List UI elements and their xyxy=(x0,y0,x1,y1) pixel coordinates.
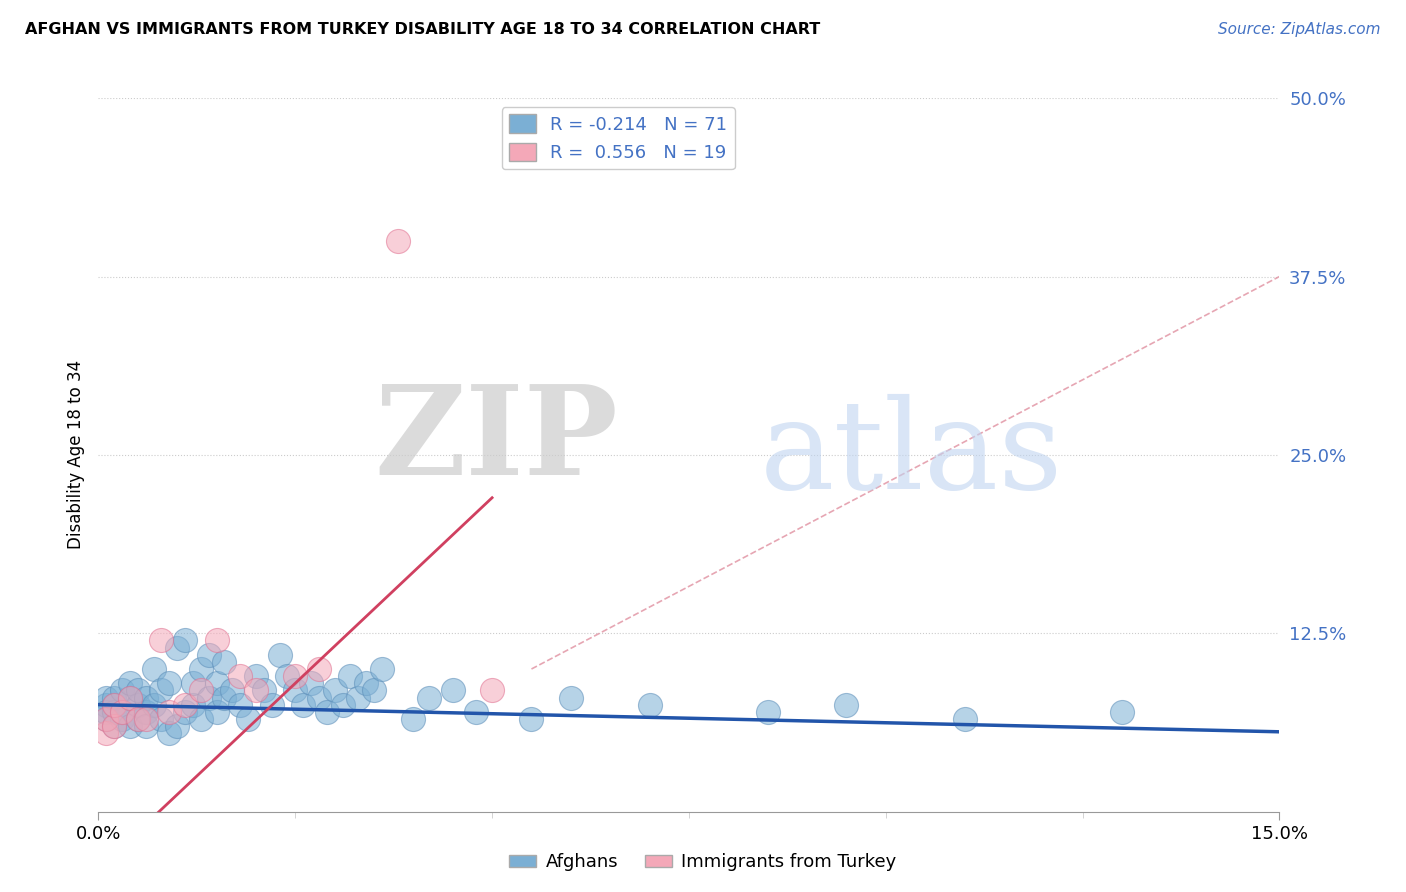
Legend: R = -0.214   N = 71, R =  0.556   N = 19: R = -0.214 N = 71, R = 0.556 N = 19 xyxy=(502,107,734,169)
Point xyxy=(221,683,243,698)
Point xyxy=(402,712,425,726)
Point xyxy=(638,698,661,712)
Point xyxy=(260,698,283,712)
Point xyxy=(245,683,267,698)
Point xyxy=(127,698,149,712)
Point xyxy=(520,712,543,726)
Point xyxy=(953,712,976,726)
Point xyxy=(308,662,330,676)
Point xyxy=(756,705,779,719)
Point xyxy=(835,698,858,712)
Point xyxy=(103,690,125,705)
Point xyxy=(214,655,236,669)
Point xyxy=(127,712,149,726)
Text: Source: ZipAtlas.com: Source: ZipAtlas.com xyxy=(1218,22,1381,37)
Point xyxy=(332,698,354,712)
Point xyxy=(96,726,118,740)
Point xyxy=(103,719,125,733)
Point xyxy=(166,719,188,733)
Point xyxy=(229,698,252,712)
Point xyxy=(103,719,125,733)
Point xyxy=(229,669,252,683)
Point xyxy=(253,683,276,698)
Point xyxy=(127,683,149,698)
Point xyxy=(299,676,322,690)
Point xyxy=(190,662,212,676)
Point xyxy=(236,712,259,726)
Point xyxy=(103,698,125,712)
Point xyxy=(181,676,204,690)
Y-axis label: Disability Age 18 to 34: Disability Age 18 to 34 xyxy=(66,360,84,549)
Point xyxy=(157,705,180,719)
Point xyxy=(150,683,173,698)
Point xyxy=(150,712,173,726)
Point xyxy=(96,705,118,719)
Point xyxy=(157,676,180,690)
Point xyxy=(103,698,125,712)
Point xyxy=(190,712,212,726)
Point xyxy=(96,712,118,726)
Point xyxy=(197,648,219,662)
Point xyxy=(111,712,134,726)
Point xyxy=(363,683,385,698)
Point xyxy=(560,690,582,705)
Point xyxy=(127,712,149,726)
Point xyxy=(214,690,236,705)
Point xyxy=(315,705,337,719)
Point xyxy=(339,669,361,683)
Point xyxy=(174,633,197,648)
Point xyxy=(96,712,118,726)
Point xyxy=(103,705,125,719)
Point xyxy=(292,698,315,712)
Point xyxy=(118,719,141,733)
Point xyxy=(205,676,228,690)
Point xyxy=(174,698,197,712)
Point xyxy=(96,698,118,712)
Point xyxy=(166,640,188,655)
Point xyxy=(284,683,307,698)
Point xyxy=(111,705,134,719)
Point xyxy=(387,234,409,248)
Point xyxy=(142,698,165,712)
Point xyxy=(245,669,267,683)
Point xyxy=(276,669,298,683)
Point xyxy=(150,633,173,648)
Point xyxy=(181,698,204,712)
Point xyxy=(205,633,228,648)
Point xyxy=(371,662,394,676)
Point xyxy=(135,719,157,733)
Point xyxy=(284,669,307,683)
Point xyxy=(174,705,197,719)
Point xyxy=(135,690,157,705)
Point xyxy=(111,683,134,698)
Point xyxy=(269,648,291,662)
Text: AFGHAN VS IMMIGRANTS FROM TURKEY DISABILITY AGE 18 TO 34 CORRELATION CHART: AFGHAN VS IMMIGRANTS FROM TURKEY DISABIL… xyxy=(25,22,821,37)
Point xyxy=(205,705,228,719)
Point xyxy=(142,662,165,676)
Point xyxy=(441,683,464,698)
Point xyxy=(323,683,346,698)
Point xyxy=(418,690,440,705)
Point xyxy=(111,705,134,719)
Point xyxy=(118,676,141,690)
Point xyxy=(347,690,370,705)
Point xyxy=(96,690,118,705)
Point xyxy=(157,726,180,740)
Point xyxy=(481,683,503,698)
Point xyxy=(354,676,377,690)
Text: atlas: atlas xyxy=(759,394,1063,516)
Point xyxy=(118,690,141,705)
Point xyxy=(190,683,212,698)
Point xyxy=(197,690,219,705)
Point xyxy=(135,712,157,726)
Point xyxy=(135,705,157,719)
Point xyxy=(1111,705,1133,719)
Legend: Afghans, Immigrants from Turkey: Afghans, Immigrants from Turkey xyxy=(502,847,904,879)
Point xyxy=(465,705,488,719)
Point xyxy=(118,690,141,705)
Point xyxy=(308,690,330,705)
Text: ZIP: ZIP xyxy=(374,380,619,501)
